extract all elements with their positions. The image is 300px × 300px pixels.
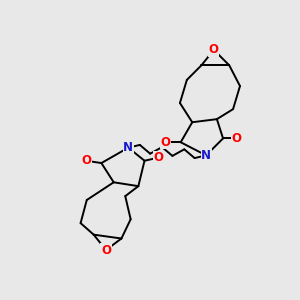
Text: N: N xyxy=(201,149,211,162)
Text: O: O xyxy=(160,136,170,149)
Text: O: O xyxy=(101,244,111,256)
Text: O: O xyxy=(231,132,241,145)
Text: N: N xyxy=(123,141,133,154)
Text: O: O xyxy=(81,154,91,167)
Text: O: O xyxy=(153,151,164,164)
Text: O: O xyxy=(209,44,219,56)
